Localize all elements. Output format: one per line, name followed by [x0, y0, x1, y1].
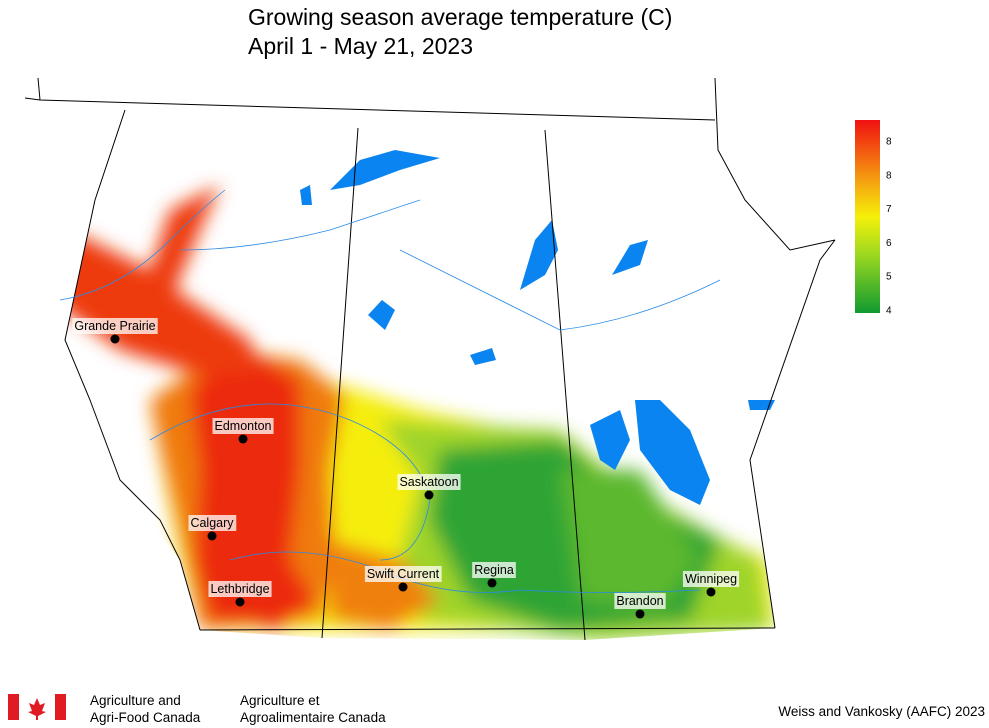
city-label: Regina: [474, 563, 514, 577]
city-label: Edmonton: [215, 419, 272, 433]
city-dot: [235, 597, 245, 607]
legend-label: 5: [886, 272, 892, 283]
city-label-bg: [72, 318, 158, 334]
legend-label: 8: [886, 170, 892, 181]
legend-label: 6: [886, 238, 892, 249]
cities: Grande Prairie Edmonton Calgary Lethbridge S…: [72, 318, 740, 619]
city-label: Brandon: [616, 594, 663, 608]
city-dot: [238, 434, 248, 444]
legend-label: 8: [886, 137, 892, 148]
city-dot: [207, 531, 217, 541]
city-dot: [487, 578, 497, 588]
city-label: Saskatoon: [399, 475, 458, 489]
agency-en-line1: Agriculture and: [90, 693, 181, 708]
city-dot: [706, 587, 716, 597]
city-dot: [635, 609, 645, 619]
city-label-bg: [614, 593, 666, 609]
city-label-bg: [188, 515, 237, 531]
map-title: Growing season average temperature (C): [248, 4, 672, 30]
city-label-bg: [682, 571, 740, 587]
lakes: [300, 150, 775, 505]
city-label-bg: [397, 474, 461, 490]
city-label-bg: [208, 581, 272, 597]
agency-en-line2: Agri-Food Canada: [90, 710, 201, 725]
city-label-bg: [364, 566, 442, 582]
city-label: Calgary: [190, 516, 234, 530]
city-label: Grande Prairie: [74, 319, 155, 333]
legend-colorbar: [855, 120, 880, 313]
city-dot: [398, 582, 408, 592]
city-label: Lethbridge: [210, 582, 269, 596]
agency-fr-line2: Agroalimentaire Canada: [240, 710, 386, 725]
agency-fr-line1: Agriculture et: [240, 693, 320, 708]
temperature-field: [40, 185, 775, 640]
credit: Weiss and Vankosky (AAFC) 2023: [778, 704, 985, 719]
legend-label: 4: [886, 306, 892, 317]
legend-label: 7: [886, 204, 892, 215]
city-label-bg: [472, 562, 516, 578]
borders: [24, 77, 836, 641]
rivers: [59, 189, 721, 593]
city-dot: [110, 334, 120, 344]
city-label: Swift Current: [367, 567, 440, 581]
city-label-bg: [212, 418, 274, 434]
city-label: Winnipeg: [685, 572, 737, 586]
city-dot: [424, 490, 434, 500]
legend: 8 8 7 6 5 4: [886, 137, 892, 317]
logo-flag: [8, 694, 66, 720]
map-subtitle: April 1 - May 21, 2023: [248, 33, 473, 59]
